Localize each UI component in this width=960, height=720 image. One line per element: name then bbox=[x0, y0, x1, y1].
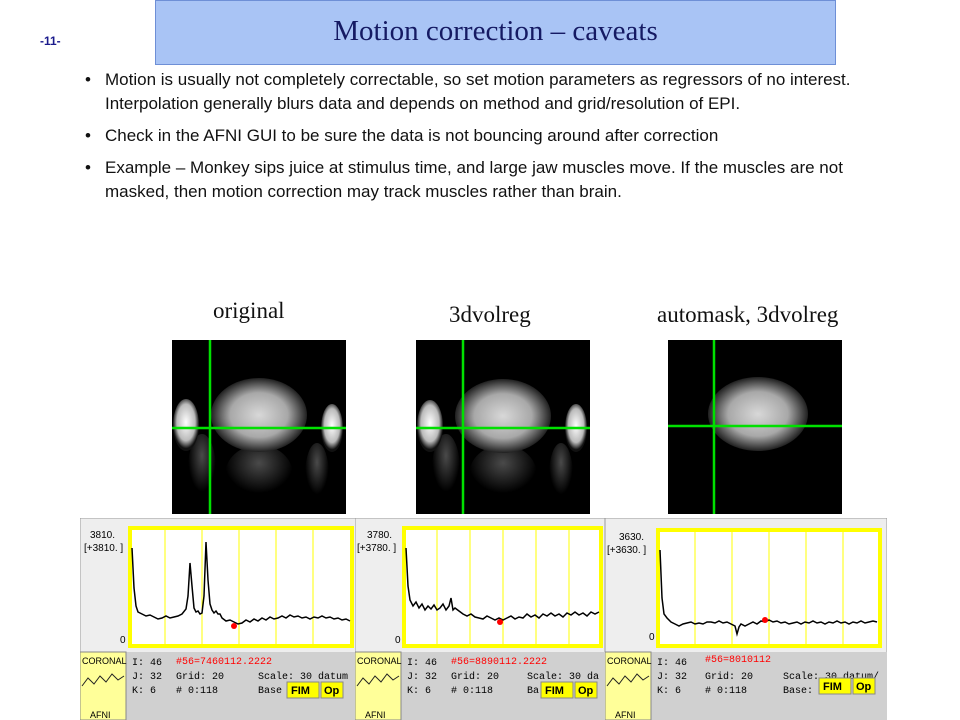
coronal-thumbnail[interactable] bbox=[80, 651, 127, 720]
thumbnail-trace bbox=[81, 673, 125, 687]
bullet-text: Check in the AFNI GUI to be sure the dat… bbox=[105, 126, 719, 145]
opt-button-label: Op bbox=[578, 685, 594, 697]
fim-button[interactable] bbox=[818, 677, 852, 695]
opt-button[interactable] bbox=[320, 681, 344, 699]
bullet-marker: • bbox=[85, 70, 91, 89]
info-i: I: 46 bbox=[407, 658, 437, 669]
overlay-label: #56=7460112.2222 bbox=[176, 657, 272, 668]
grid-value: Grid: 20 bbox=[176, 671, 224, 683]
jaw-muscle-left bbox=[173, 399, 199, 451]
info-i: I: 46 bbox=[132, 658, 162, 669]
info-k: K: 6 bbox=[407, 686, 431, 697]
y-top-range: [+3630. ] bbox=[607, 545, 646, 556]
opt-button[interactable] bbox=[574, 681, 598, 699]
afni-graph-panel-automask: 3630. [+3630. ] 0 CORONAL AFNI I: 46 J: … bbox=[605, 518, 887, 720]
thumbnail-sub: AFNI bbox=[365, 710, 386, 720]
fim-button-label: FIM bbox=[545, 685, 564, 697]
y-bottom-value: 0 bbox=[395, 635, 401, 646]
jaw-muscle-left bbox=[417, 400, 443, 452]
info-k: K: 6 bbox=[132, 686, 156, 697]
y-top-range: [+3780. ] bbox=[357, 543, 396, 554]
faint-tissue bbox=[305, 443, 329, 507]
thumbnail-trace bbox=[606, 673, 650, 687]
data-point-marker bbox=[762, 617, 768, 623]
graph-gridlines bbox=[694, 532, 844, 644]
grid-value: Grid: 20 bbox=[705, 671, 753, 683]
info-j: J: 32 bbox=[657, 672, 687, 683]
faint-tissue bbox=[549, 443, 573, 507]
brain-tissue bbox=[708, 377, 808, 451]
data-point-marker bbox=[497, 619, 503, 625]
brain-tissue bbox=[211, 378, 307, 452]
thumbnail-sub: AFNI bbox=[615, 710, 636, 720]
scale-value: Scale: 30 datum bbox=[258, 671, 348, 683]
brain-image-original bbox=[172, 340, 346, 514]
brain-image-3dvolreg bbox=[416, 340, 590, 514]
opt-button-label: Op bbox=[324, 685, 340, 697]
faint-tissue bbox=[225, 445, 293, 505]
brain-tissue bbox=[455, 379, 551, 453]
index-range: # 0:118 bbox=[176, 686, 218, 697]
thumbnail-label: CORONAL bbox=[357, 656, 402, 666]
base-label: Base: bbox=[783, 686, 813, 697]
timeseries-line bbox=[131, 541, 351, 625]
brain-image-automask-3dvolreg bbox=[668, 340, 842, 514]
y-top-range: [+3810. ] bbox=[84, 543, 123, 554]
fim-button[interactable] bbox=[540, 681, 574, 699]
y-top-value: 3630. bbox=[619, 532, 644, 543]
bullet-marker: • bbox=[85, 126, 91, 145]
y-top-value: 3780. bbox=[367, 530, 392, 541]
y-bottom-value: 0 bbox=[649, 632, 655, 643]
info-j: J: 32 bbox=[132, 672, 162, 683]
info-i: I: 46 bbox=[657, 658, 687, 669]
bullet-marker: • bbox=[85, 158, 91, 177]
graph-gridlines bbox=[436, 530, 570, 644]
opt-button[interactable] bbox=[852, 677, 876, 695]
opt-button-label: Op bbox=[856, 681, 872, 693]
timeseries-line bbox=[405, 547, 600, 621]
faint-tissue bbox=[432, 434, 460, 506]
title-box: Motion correction – caveats bbox=[155, 0, 836, 65]
thumbnail-sub: AFNI bbox=[90, 710, 111, 720]
fim-button[interactable] bbox=[286, 681, 320, 699]
base-label: Ba bbox=[527, 686, 539, 697]
overlay-label: #56=8890112.2222 bbox=[451, 657, 547, 668]
coronal-thumbnail[interactable] bbox=[605, 651, 652, 720]
fim-button-label: FIM bbox=[291, 685, 310, 697]
overlay-label: #56=8010112 bbox=[705, 655, 771, 666]
y-bottom-value: 0 bbox=[120, 635, 126, 646]
thumbnail-label: CORONAL bbox=[607, 656, 652, 666]
thumbnail-label: CORONAL bbox=[82, 656, 127, 666]
afni-graph-panel-3dvolreg: 3780. [+3780. ] 0 CORONAL AFNI I: 46 J: … bbox=[355, 518, 605, 720]
graph-gridlines bbox=[164, 530, 314, 644]
grid-value: Grid: 20 bbox=[451, 671, 499, 683]
index-range: # 0:118 bbox=[705, 686, 747, 697]
coronal-thumbnail[interactable] bbox=[355, 651, 402, 720]
scale-value: Scale: 30 da bbox=[527, 671, 599, 683]
bullet-item: • Motion is usually not completely corre… bbox=[85, 68, 900, 116]
fim-button-label: FIM bbox=[823, 681, 842, 693]
bullet-item: • Check in the AFNI GUI to be sure the d… bbox=[85, 124, 900, 148]
caption-automask-3dvolreg: automask, 3dvolreg bbox=[657, 302, 839, 327]
info-j: J: 32 bbox=[407, 672, 437, 683]
bullet-list: • Motion is usually not completely corre… bbox=[85, 68, 900, 212]
y-top-value: 3810. bbox=[90, 530, 115, 541]
base-label: Base bbox=[258, 686, 282, 697]
bullet-text: Motion is usually not completely correct… bbox=[105, 70, 851, 113]
caption-original: original bbox=[213, 298, 285, 323]
bullet-text: Example – Monkey sips juice at stimulus … bbox=[105, 158, 843, 201]
info-k: K: 6 bbox=[657, 686, 681, 697]
page-number: -11- bbox=[40, 34, 61, 48]
thumbnail-trace bbox=[356, 673, 400, 687]
graph-frame bbox=[128, 526, 354, 648]
afni-graph-panel-original: 3810. [+3810. ] 0 CORONAL AFNI I: 46 J: … bbox=[80, 518, 358, 720]
index-range: # 0:118 bbox=[451, 686, 493, 697]
data-point-marker bbox=[231, 623, 237, 629]
faint-tissue bbox=[469, 445, 537, 505]
caption-3dvolreg: 3dvolreg bbox=[449, 302, 531, 327]
bullet-item: • Example – Monkey sips juice at stimulu… bbox=[85, 156, 900, 204]
slide-title: Motion correction – caveats bbox=[333, 15, 658, 47]
